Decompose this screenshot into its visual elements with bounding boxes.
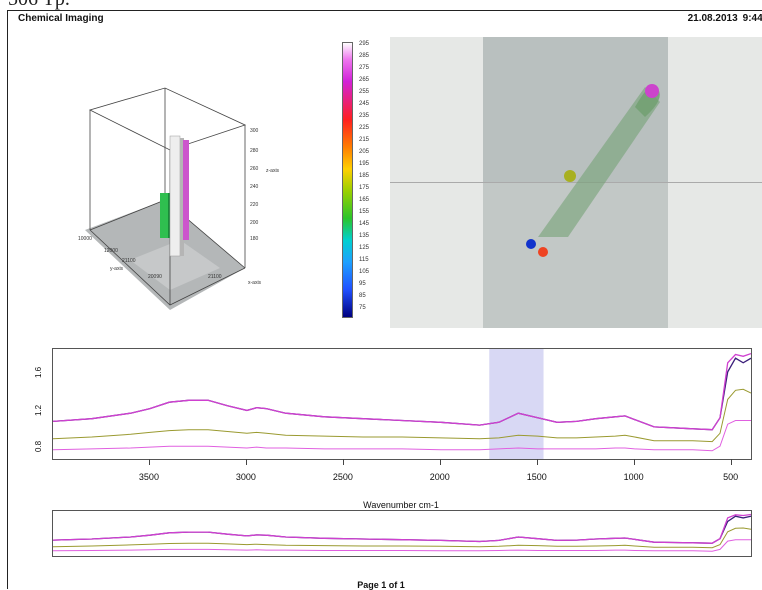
blue-marker-icon	[526, 239, 536, 249]
sample-stripe	[538, 87, 660, 237]
color-scale-tick: 255	[359, 89, 370, 95]
z-tick: 200	[250, 220, 259, 226]
selected-band[interactable]	[489, 349, 544, 459]
overview-series-3	[53, 527, 751, 549]
z-tick: 220	[250, 202, 259, 208]
color-scale-tick: 115	[359, 257, 369, 263]
color-scale-tick: 285	[359, 53, 370, 59]
z-tick: 180	[250, 236, 259, 242]
color-scale-tick: 265	[359, 77, 370, 83]
x-tick: 12000	[104, 248, 118, 254]
y-tick: 21100	[208, 274, 222, 280]
y-tick: 20090	[148, 274, 162, 280]
spectrum-overview[interactable]	[52, 510, 752, 557]
x-tick-mark	[633, 459, 635, 465]
bar-white-side	[180, 138, 184, 256]
y-tick-label: 0.8	[34, 440, 43, 452]
z-tick: 240	[250, 184, 259, 190]
report-time: 9:44:	[742, 13, 762, 24]
x-tick-label: 3500	[138, 472, 159, 482]
x-axis-label: x-axis	[248, 280, 262, 286]
x-tick: 10000	[78, 236, 92, 242]
spectrum-x-tick-marks	[52, 459, 750, 465]
x-tick-label: 500	[723, 472, 739, 482]
x-tick-mark	[439, 459, 441, 465]
report-date: 21.08.2013	[687, 13, 738, 24]
color-scale-tick: 185	[359, 173, 370, 179]
x-tick-mark	[342, 459, 344, 465]
z-tick: 300	[250, 128, 259, 134]
color-scale-tick: 195	[359, 161, 370, 167]
y-tick-label: 1.2	[34, 404, 43, 416]
page-indicator: Page 1 of 1	[357, 580, 405, 590]
color-scale-tick: 275	[359, 65, 370, 71]
color-scale-tick: 145	[359, 221, 370, 227]
color-scale-tick: 125	[359, 245, 370, 251]
floor-highlight	[130, 240, 220, 290]
bar-white	[169, 135, 181, 257]
spectrum-series-1	[53, 357, 751, 431]
x-tick-label: 1000	[623, 472, 644, 482]
y-tick: 21100	[122, 258, 136, 264]
x-tick-label: 1500	[526, 472, 547, 482]
color-scale-tick: 215	[359, 137, 370, 143]
page-top-fragment: 506 Tp.	[8, 0, 70, 11]
xy-axis-ticks: 10000 12000 21100 20090 21100 y-axis x-a…	[78, 236, 262, 286]
report-title: Chemical Imaging	[18, 13, 104, 24]
spectrum-x-ticks: 3500 3000 2500 2000 1500 1000 500	[52, 472, 750, 486]
color-scale-bar	[342, 42, 353, 318]
report-datetime: 21.08.2013 9:44:	[683, 13, 762, 24]
x-tick-label: 2000	[429, 472, 450, 482]
color-scale-labels: 295 285 275 265 255 245 235 225 215 205 195 185 175 1…	[359, 38, 369, 314]
x-tick-label: 2500	[332, 472, 353, 482]
spectrum-series-3	[53, 388, 751, 443]
bar-green	[160, 193, 168, 238]
red-marker-icon	[538, 247, 548, 257]
color-scale-tick: 175	[359, 185, 370, 191]
x-tick-mark	[730, 459, 732, 465]
y-axis-label: y-axis	[110, 266, 124, 272]
overview-series-4	[53, 539, 751, 552]
spectrum-series-2	[53, 352, 751, 431]
z-axis-label: z-axis	[266, 168, 280, 174]
color-scale-tick: 95	[359, 281, 366, 287]
color-scale-tick: 135	[359, 233, 370, 239]
bar-magenta	[183, 140, 189, 240]
z-tick: 280	[250, 148, 259, 154]
x-tick-mark	[536, 459, 538, 465]
color-scale-tick: 155	[359, 209, 370, 215]
camera-image	[390, 37, 762, 328]
report-page: Chemical Imaging 21.08.2013 9:44:	[7, 10, 762, 589]
color-scale-tick: 295	[359, 41, 370, 47]
color-scale-tick: 85	[359, 293, 366, 299]
z-axis-ticks: 300 280 260 240 220 200 180 z-axis	[250, 128, 280, 242]
color-scale-tick: 165	[359, 197, 370, 203]
y-tick-label: 1.6	[34, 366, 43, 378]
spectrum-y-ticks: 1.6 1.2 0.8	[34, 348, 52, 458]
yellow-marker-icon	[564, 170, 576, 182]
color-scale-tick: 245	[359, 101, 370, 107]
x-tick-mark	[245, 459, 247, 465]
spectrum-plot	[52, 348, 752, 460]
x-tick-mark	[148, 459, 150, 465]
overview-series-2	[53, 513, 751, 544]
color-scale-tick: 205	[359, 149, 370, 155]
color-scale-tick: 235	[359, 113, 370, 119]
spectrum-x-axis-label: Wavenumber cm-1	[363, 500, 439, 510]
color-scale-tick: 225	[359, 125, 370, 131]
x-tick-label: 3000	[235, 472, 256, 482]
magenta-marker-icon	[645, 84, 659, 98]
spectrum-series-4	[53, 420, 751, 452]
camera-overlay	[526, 84, 660, 257]
color-scale-tick: 75	[359, 305, 366, 311]
z-tick: 260	[250, 166, 259, 172]
camera-tile-seam	[390, 182, 762, 183]
bar-3d-plot: 300 280 260 240 220 200 180 z-axis 10000…	[78, 87, 280, 310]
color-scale-tick: 105	[359, 269, 370, 275]
